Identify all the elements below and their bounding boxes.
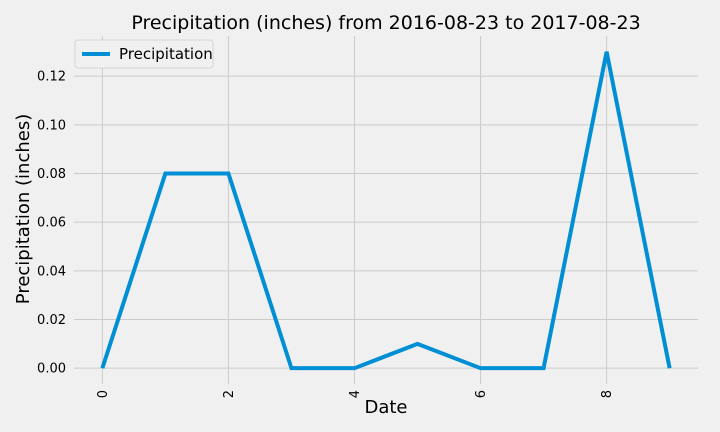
- x-tick-label: 8: [600, 390, 615, 398]
- y-tick-label: 0.04: [37, 264, 66, 279]
- series-line-0: [100, 51, 672, 371]
- x-axis-label: Date: [364, 397, 407, 418]
- y-tick-label: 0.10: [37, 118, 66, 133]
- y-axis-label: Precipitation (inches): [13, 114, 34, 304]
- y-tick-label: 0.08: [37, 167, 66, 182]
- chart-title: Precipitation (inches) from 2016-08-23 t…: [131, 12, 640, 34]
- y-tick-labels: 0.00 0.02 0.04 0.06 0.08 0.10 0.12: [37, 70, 66, 377]
- grid: [74, 36, 698, 384]
- y-tick-label: 0.12: [37, 70, 66, 85]
- legend-frame: [74, 39, 214, 69]
- legend-label: Precipitation: [119, 45, 213, 63]
- x-tick-label: 2: [222, 390, 237, 398]
- x-tick-labels: 0 2 4 6 8: [96, 390, 615, 398]
- y-tick-label: 0.06: [37, 216, 66, 231]
- x-tick-label: 0: [96, 390, 111, 398]
- y-tick-label: 0.02: [37, 313, 66, 328]
- x-tick-label: 6: [474, 390, 489, 398]
- x-tick-label: 4: [348, 390, 363, 398]
- series-lines: [100, 51, 672, 371]
- y-tick-label: 0.00: [37, 362, 66, 377]
- legend: Precipitation: [74, 39, 214, 69]
